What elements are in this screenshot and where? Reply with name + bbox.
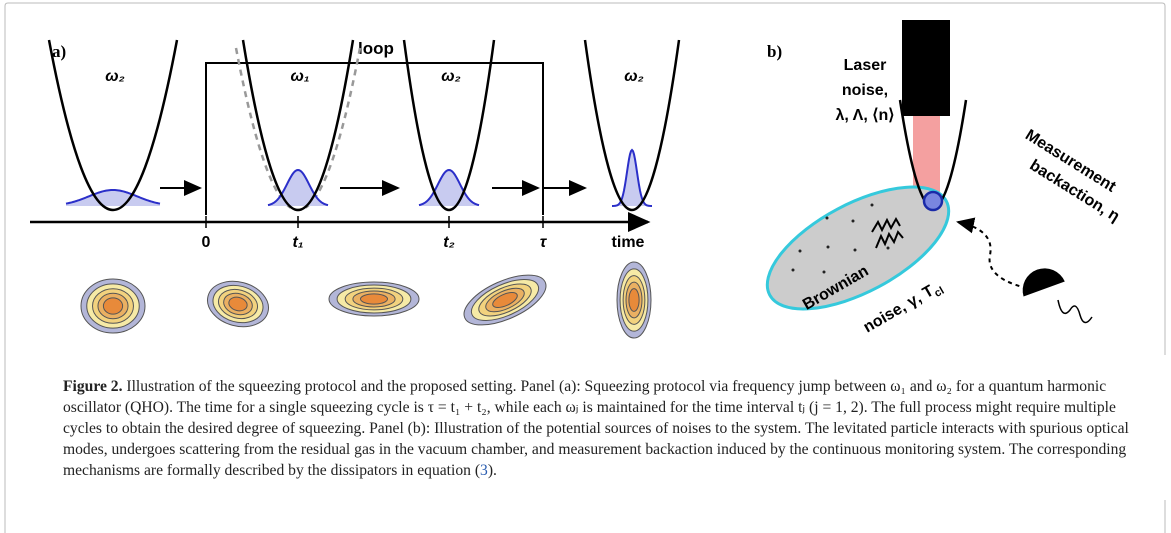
contour	[360, 293, 388, 305]
collision	[875, 230, 904, 249]
gas-ellipse	[765, 185, 951, 311]
tick-label: 0	[202, 234, 211, 251]
gas-particles	[791, 203, 890, 274]
tick-label: t₁	[293, 234, 304, 251]
phase-space-ellipse	[80, 278, 146, 334]
axis-label: time	[612, 234, 645, 251]
caption: Figure 2. Illustration of the squeezing …	[63, 376, 1143, 481]
phase-space-ellipse	[616, 261, 652, 339]
tick-label: τ	[540, 234, 548, 251]
wavepacket	[418, 168, 480, 207]
frequency-label: ω₂	[441, 68, 460, 85]
potential	[47, 39, 179, 211]
particle	[922, 190, 944, 212]
wavepacket	[611, 148, 653, 207]
cable	[1057, 299, 1093, 324]
caption-text: Illustration of the squeezing protocol a…	[63, 378, 1129, 479]
wavepacket-fill	[66, 190, 160, 206]
frequency-label: ω₁	[291, 68, 310, 85]
phase-space-ellipse	[207, 280, 269, 328]
frame	[4, 2, 1166, 533]
laser-label: λ, Λ, ⟨n⟩	[835, 107, 894, 124]
gas-cloud	[765, 185, 951, 311]
panel-label: b)	[767, 42, 782, 61]
contour	[628, 288, 640, 312]
frequency-label: ω₂	[105, 68, 124, 85]
laser	[902, 20, 950, 116]
loop-label: loop	[358, 39, 394, 58]
wavepacket-fill	[612, 150, 652, 206]
laser-label: noise,	[842, 82, 888, 99]
potential	[402, 39, 496, 211]
collision	[871, 216, 901, 233]
tick-label: t₂	[443, 234, 454, 251]
wavepacket	[267, 168, 329, 207]
caption-ref[interactable]: 3	[480, 462, 488, 479]
laser-label: Laser	[844, 57, 887, 74]
panel-a: ω₂ ω₁ ω₂ ω₂ 0 t₁ t₂ τ	[47, 39, 681, 339]
caption-text: ).	[487, 462, 497, 479]
detector	[1022, 268, 1065, 297]
panel-label: a)	[52, 42, 66, 61]
phase-space-ellipse	[328, 281, 420, 317]
loop-bracket	[205, 62, 544, 215]
wavepacket-fill	[419, 170, 479, 206]
phase-space-ellipse	[463, 274, 547, 326]
wavepacket	[65, 188, 161, 205]
potential	[583, 39, 681, 211]
caption-label: Figure 2.	[63, 378, 123, 395]
contour	[102, 297, 124, 315]
backaction-arrow	[956, 217, 1036, 291]
contour	[492, 292, 518, 308]
potential	[241, 39, 355, 211]
frequency-label: ω₂	[624, 68, 643, 85]
contour	[228, 296, 248, 312]
